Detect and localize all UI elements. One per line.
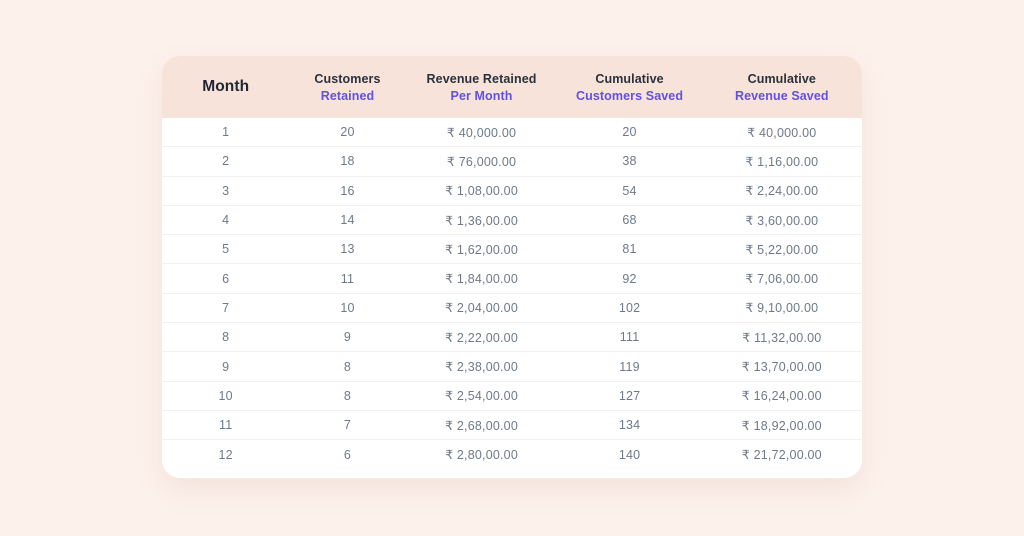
cell-cumulative-revenue: ₹ 7,06,00.00 [745,272,819,287]
cell-customers-retained: 20 [340,125,355,140]
column-header-cumulative-revenue: Cumulative Revenue Saved [702,72,862,103]
cell-revenue-retained: ₹ 2,22,00.00 [445,330,518,345]
table-row: 1 20 ₹ 40,000.00 20 ₹ 40,000.00 [162,118,862,148]
column-header-label: Customers [314,71,381,86]
cell-cumulative-customers: 54 [622,183,637,198]
cell-cumulative-customers: 111 [619,330,640,345]
cell-cumulative-revenue: ₹ 2,24,00.00 [745,184,819,199]
cell-month: 6 [222,271,230,286]
column-header-sublabel: Per Month [450,88,513,103]
cell-month: 1 [222,125,230,140]
column-header-customers-retained: Customers Retained [289,72,405,103]
column-header-revenue-retained: Revenue Retained Per Month [406,72,558,103]
cell-month: 10 [218,388,233,403]
cell-cumulative-revenue: ₹ 5,22,00.00 [745,242,819,257]
column-header-sublabel: Customers Saved [576,88,684,103]
column-header-sublabel: Retained [320,88,375,103]
cell-cumulative-revenue: ₹ 16,24,00.00 [741,389,822,404]
column-header-label: Cumulative [747,71,816,86]
cell-cumulative-customers: 38 [622,154,637,169]
cell-cumulative-revenue: ₹ 11,32,00.00 [742,330,822,345]
cell-customers-retained: 8 [343,388,352,403]
cell-cumulative-revenue: ₹ 21,72,00.00 [741,448,822,463]
cell-cumulative-customers: 92 [622,271,637,286]
cell-cumulative-revenue: ₹ 9,10,00.00 [745,301,819,316]
cell-month: 5 [222,242,230,257]
retention-table-card: Month Customers Retained Revenue Retaine… [162,56,862,478]
cell-month: 8 [222,330,230,345]
cell-customers-retained: 9 [343,330,352,345]
cell-revenue-retained: ₹ 2,38,00.00 [445,360,518,375]
table-body: 1 20 ₹ 40,000.00 20 ₹ 40,000.00 2 18 ₹ 7… [162,118,862,478]
table-row: 10 8 ₹ 2,54,00.00 127 ₹ 16,24,00.00 [162,382,862,411]
cell-cumulative-customers: 20 [622,125,637,140]
cell-cumulative-revenue: ₹ 1,16,00.00 [745,154,819,169]
cell-customers-retained: 18 [340,154,355,169]
table-row: 7 10 ₹ 2,04,00.00 102 ₹ 9,10,00.00 [162,294,862,324]
cell-customers-retained: 7 [343,418,352,433]
cell-customers-retained: 10 [340,300,355,315]
cell-cumulative-customers: 127 [618,388,641,403]
cell-revenue-retained: ₹ 1,62,00.00 [445,242,518,257]
cell-cumulative-customers: 68 [622,213,637,228]
cell-customers-retained: 8 [343,359,352,374]
cell-month: 2 [222,154,230,169]
cell-revenue-retained: ₹ 2,68,00.00 [445,418,518,433]
cell-month: 3 [222,183,230,198]
column-header-label: Cumulative [595,71,664,86]
cell-cumulative-customers: 81 [622,242,637,257]
cell-month: 7 [222,300,230,315]
table-row: 3 16 ₹ 1,08,00.00 54 ₹ 2,24,00.00 [162,177,862,206]
table-row: 2 18 ₹ 76,000.00 38 ₹ 1,16,00.00 [162,147,862,177]
cell-month: 11 [219,418,233,433]
cell-cumulative-revenue: ₹ 18,92,00.00 [741,418,822,433]
cell-revenue-retained: ₹ 76,000.00 [446,154,517,169]
cell-revenue-retained: ₹ 2,54,00.00 [445,389,518,404]
cell-cumulative-customers: 102 [618,300,641,315]
table-row: 12 6 ₹ 2,80,00.00 140 ₹ 21,72,00.00 [162,440,862,469]
table-header-row: Month Customers Retained Revenue Retaine… [162,56,862,118]
table-row: 6 11 ₹ 1,84,00.00 92 ₹ 7,06,00.00 [162,264,862,294]
cell-cumulative-customers: 134 [618,418,641,433]
column-header-label: Revenue Retained [426,71,537,86]
cell-cumulative-revenue: ₹ 40,000.00 [747,125,817,140]
column-header-month: Month [162,78,289,96]
cell-revenue-retained: ₹ 1,36,00.00 [445,213,518,228]
cell-month: 12 [218,447,233,462]
cell-revenue-retained: ₹ 1,08,00.00 [445,184,518,199]
cell-customers-retained: 16 [340,183,355,198]
table-row: 8 9 ₹ 2,22,00.00 111 ₹ 11,32,00.00 [162,323,862,353]
cell-revenue-retained: ₹ 2,04,00.00 [445,301,518,316]
column-header-sublabel: Revenue Saved [734,88,829,103]
column-header-label: Month [202,78,250,95]
column-header-cumulative-customers: Cumulative Customers Saved [557,72,701,103]
cell-customers-retained: 11 [340,271,355,286]
cell-cumulative-revenue: ₹ 13,70,00.00 [741,360,822,375]
table-row: 4 14 ₹ 1,36,00.00 68 ₹ 3,60,00.00 [162,206,862,236]
table-row: 5 13 ₹ 1,62,00.00 81 ₹ 5,22,00.00 [162,235,862,265]
table-row: 11 7 ₹ 2,68,00.00 134 ₹ 18,92,00.00 [162,411,862,441]
cell-revenue-retained: ₹ 1,84,00.00 [445,272,518,287]
cell-cumulative-customers: 140 [618,447,641,462]
cell-month: 4 [222,213,230,228]
table-row: 9 8 ₹ 2,38,00.00 119 ₹ 13,70,00.00 [162,352,862,382]
cell-customers-retained: 13 [340,242,355,257]
cell-customers-retained: 14 [340,213,355,228]
cell-revenue-retained: ₹ 40,000.00 [446,125,517,140]
cell-revenue-retained: ₹ 2,80,00.00 [445,448,518,463]
cell-cumulative-revenue: ₹ 3,60,00.00 [745,213,819,228]
cell-customers-retained: 6 [343,447,352,462]
cell-month: 9 [222,359,230,374]
cell-cumulative-customers: 119 [619,359,640,374]
